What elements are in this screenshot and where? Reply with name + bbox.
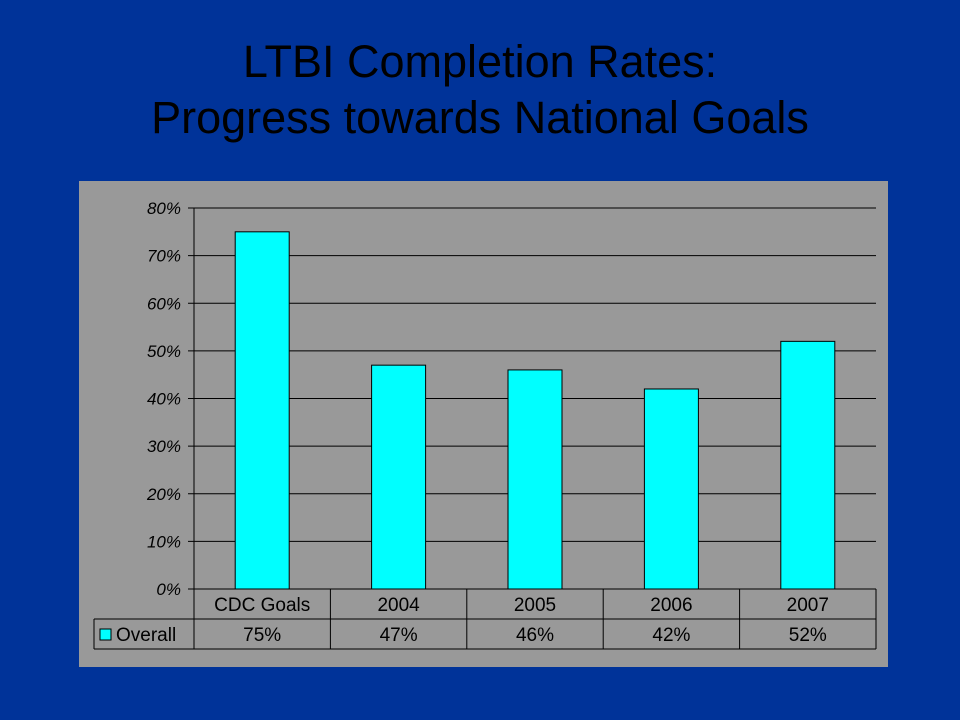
y-tick-label: 60% bbox=[147, 294, 181, 313]
data-table-value: 52% bbox=[789, 625, 827, 646]
category-label: CDC Goals bbox=[214, 595, 310, 616]
bars bbox=[234, 231, 836, 590]
bar bbox=[643, 388, 699, 590]
slide-title: LTBI Completion Rates: Progress towards … bbox=[0, 34, 960, 146]
title-line-2: Progress towards National Goals bbox=[151, 92, 809, 143]
bar bbox=[234, 231, 290, 590]
legend-label: Overall bbox=[116, 625, 176, 646]
legend-key bbox=[99, 628, 112, 641]
chart-area bbox=[79, 181, 888, 667]
category-label: 2004 bbox=[377, 595, 420, 616]
data-table-value: 75% bbox=[243, 625, 281, 646]
y-tick-label: 10% bbox=[147, 532, 181, 551]
bar bbox=[371, 364, 427, 590]
y-tick-label: 30% bbox=[147, 437, 181, 456]
y-tick-label: 80% bbox=[147, 199, 181, 218]
y-tick-label: 20% bbox=[146, 485, 181, 504]
title-line-1: LTBI Completion Rates: bbox=[242, 36, 718, 87]
category-label: 2006 bbox=[650, 595, 692, 616]
data-table-value: 46% bbox=[516, 625, 554, 646]
y-axis-ticks: 0% 10% 20% 30% 40% 50% 60% 70% 80% bbox=[146, 199, 194, 599]
y-tick-label: 70% bbox=[147, 247, 181, 266]
y-tick-label: 40% bbox=[147, 390, 181, 409]
category-label: 2007 bbox=[787, 595, 829, 616]
bar bbox=[507, 369, 563, 590]
data-table-value: 42% bbox=[652, 625, 690, 646]
y-tick-label: 0% bbox=[156, 580, 181, 599]
category-label: 2005 bbox=[514, 595, 556, 616]
data-table-value: 47% bbox=[380, 625, 418, 646]
bar bbox=[780, 340, 836, 590]
y-tick-label: 50% bbox=[147, 342, 181, 361]
data-table: CDC Goals 2004 2005 2006 2007 Overall 75% 47% 46… bbox=[93, 588, 877, 650]
